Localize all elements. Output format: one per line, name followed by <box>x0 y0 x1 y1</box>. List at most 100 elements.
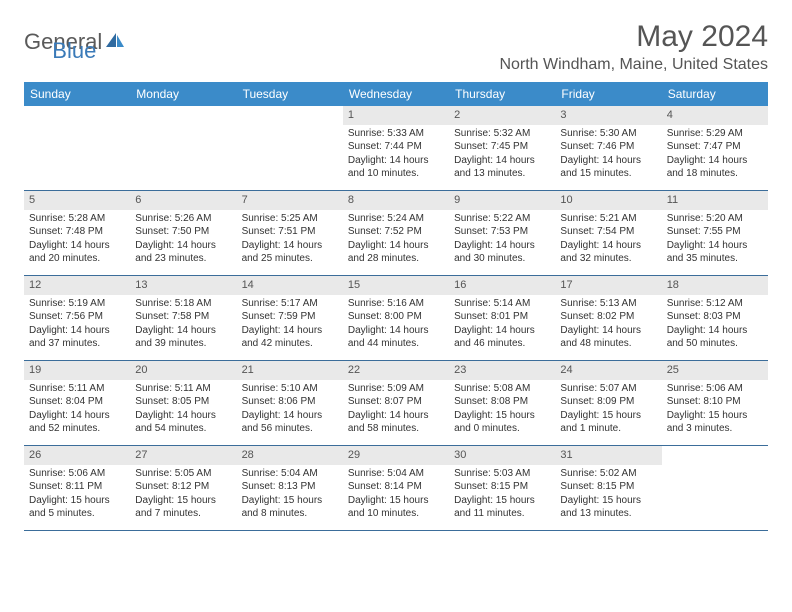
day-details: Sunrise: 5:13 AMSunset: 8:02 PMDaylight:… <box>560 297 656 351</box>
day-number: 2 <box>449 106 555 125</box>
day-number: 23 <box>449 361 555 380</box>
day-cell: 18 Sunrise: 5:12 AMSunset: 8:03 PMDayligh… <box>662 276 768 360</box>
brand-logo: General Blue <box>24 20 96 64</box>
sunrise-text: Sunrise: 5:11 AM <box>135 382 231 396</box>
day-cell: 25 Sunrise: 5:06 AMSunset: 8:10 PMDayligh… <box>662 361 768 445</box>
day-number: 17 <box>555 276 661 295</box>
daylight-text2: and 32 minutes. <box>560 252 656 266</box>
day-details: Sunrise: 5:29 AMSunset: 7:47 PMDaylight:… <box>667 127 763 181</box>
day-cell: 24Sunrise: 5:07 AMSunset: 8:09 PMDayligh… <box>555 361 661 445</box>
day-cell: 17 Sunrise: 5:13 AMSunset: 8:02 PMDayligh… <box>555 276 661 360</box>
weekday-monday: Monday <box>130 82 236 106</box>
sunrise-text: Sunrise: 5:09 AM <box>348 382 444 396</box>
day-number: 7 <box>237 191 343 210</box>
day-details: Sunrise: 5:20 AMSunset: 7:55 PMDaylight:… <box>667 212 763 266</box>
daylight-text2: and 44 minutes. <box>348 337 444 351</box>
day-details: Sunrise: 5:09 AMSunset: 8:07 PMDaylight:… <box>348 382 444 436</box>
day-details: Sunrise: 5:16 AMSunset: 8:00 PMDaylight:… <box>348 297 444 351</box>
daylight-text: Daylight: 15 hours <box>242 494 338 508</box>
day-cell: 16Sunrise: 5:14 AMSunset: 8:01 PMDayligh… <box>449 276 555 360</box>
day-details: Sunrise: 5:24 AMSunset: 7:52 PMDaylight:… <box>348 212 444 266</box>
location-text: North Windham, Maine, United States <box>499 56 768 74</box>
day-details: Sunrise: 5:02 AMSunset: 8:15 PMDaylight:… <box>560 467 656 521</box>
sunset-text: Sunset: 7:52 PM <box>348 225 444 239</box>
sunrise-text: Sunrise: 5:25 AM <box>242 212 338 226</box>
week-row: 1Sunrise: 5:33 AMSunset: 7:44 PMDaylight… <box>24 106 768 191</box>
sunrise-text: Sunrise: 5:02 AM <box>560 467 656 481</box>
day-details: Sunrise: 5:25 AMSunset: 7:51 PMDaylight:… <box>242 212 338 266</box>
daylight-text2: and 42 minutes. <box>242 337 338 351</box>
daylight-text2: and 13 minutes. <box>560 507 656 521</box>
day-details: Sunrise: 5:08 AMSunset: 8:08 PMDaylight:… <box>454 382 550 436</box>
day-details: Sunrise: 5:07 AMSunset: 8:09 PMDaylight:… <box>560 382 656 436</box>
daylight-text: Daylight: 14 hours <box>560 239 656 253</box>
day-number: 25 <box>662 361 768 380</box>
sunset-text: Sunset: 8:10 PM <box>667 395 763 409</box>
daylight-text2: and 8 minutes. <box>242 507 338 521</box>
week-row: 12Sunrise: 5:19 AMSunset: 7:56 PMDayligh… <box>24 276 768 361</box>
day-cell-blank <box>237 106 343 190</box>
brand-part2: Blue <box>52 38 96 63</box>
day-details: Sunrise: 5:33 AMSunset: 7:44 PMDaylight:… <box>348 127 444 181</box>
daylight-text: Daylight: 14 hours <box>135 409 231 423</box>
day-number: 10 <box>555 191 661 210</box>
daylight-text2: and 5 minutes. <box>29 507 125 521</box>
daylight-text: Daylight: 14 hours <box>135 324 231 338</box>
day-details: Sunrise: 5:04 AMSunset: 8:13 PMDaylight:… <box>242 467 338 521</box>
weekday-tuesday: Tuesday <box>237 82 343 106</box>
day-cell: 23 Sunrise: 5:08 AMSunset: 8:08 PMDayligh… <box>449 361 555 445</box>
day-details: Sunrise: 5:26 AMSunset: 7:50 PMDaylight:… <box>135 212 231 266</box>
day-cell: 12Sunrise: 5:19 AMSunset: 7:56 PMDayligh… <box>24 276 130 360</box>
day-cell: 8 Sunrise: 5:24 AMSunset: 7:52 PMDaylight… <box>343 191 449 275</box>
day-cell: 20Sunrise: 5:11 AMSunset: 8:05 PMDayligh… <box>130 361 236 445</box>
sunrise-text: Sunrise: 5:04 AM <box>242 467 338 481</box>
day-details: Sunrise: 5:30 AMSunset: 7:46 PMDaylight:… <box>560 127 656 181</box>
sunset-text: Sunset: 8:11 PM <box>29 480 125 494</box>
week-row: 26Sunrise: 5:06 AMSunset: 8:11 PMDayligh… <box>24 446 768 531</box>
sunset-text: Sunset: 7:45 PM <box>454 140 550 154</box>
sunset-text: Sunset: 7:59 PM <box>242 310 338 324</box>
day-cell: 15Sunrise: 5:16 AMSunset: 8:00 PMDayligh… <box>343 276 449 360</box>
sunset-text: Sunset: 8:15 PM <box>560 480 656 494</box>
day-details: Sunrise: 5:32 AMSunset: 7:45 PMDaylight:… <box>454 127 550 181</box>
sunset-text: Sunset: 7:54 PM <box>560 225 656 239</box>
sunset-text: Sunset: 8:01 PM <box>454 310 550 324</box>
sunset-text: Sunset: 7:48 PM <box>29 225 125 239</box>
sunrise-text: Sunrise: 5:10 AM <box>242 382 338 396</box>
daylight-text: Daylight: 14 hours <box>348 409 444 423</box>
day-details: Sunrise: 5:11 AMSunset: 8:05 PMDaylight:… <box>135 382 231 436</box>
day-cell: 10Sunrise: 5:21 AMSunset: 7:54 PMDayligh… <box>555 191 661 275</box>
daylight-text: Daylight: 14 hours <box>29 409 125 423</box>
daylight-text: Daylight: 14 hours <box>348 154 444 168</box>
daylight-text: Daylight: 14 hours <box>667 324 763 338</box>
sunrise-text: Sunrise: 5:12 AM <box>667 297 763 311</box>
sunrise-text: Sunrise: 5:13 AM <box>560 297 656 311</box>
sunrise-text: Sunrise: 5:16 AM <box>348 297 444 311</box>
sunset-text: Sunset: 8:03 PM <box>667 310 763 324</box>
day-number: 13 <box>130 276 236 295</box>
sunrise-text: Sunrise: 5:18 AM <box>135 297 231 311</box>
sunset-text: Sunset: 7:46 PM <box>560 140 656 154</box>
sunset-text: Sunset: 7:50 PM <box>135 225 231 239</box>
day-number: 8 <box>343 191 449 210</box>
sunset-text: Sunset: 8:04 PM <box>29 395 125 409</box>
sunrise-text: Sunrise: 5:30 AM <box>560 127 656 141</box>
daylight-text: Daylight: 15 hours <box>560 409 656 423</box>
day-details: Sunrise: 5:03 AMSunset: 8:15 PMDaylight:… <box>454 467 550 521</box>
sail-icon <box>104 29 126 55</box>
daylight-text: Daylight: 14 hours <box>667 154 763 168</box>
day-details: Sunrise: 5:06 AMSunset: 8:10 PMDaylight:… <box>667 382 763 436</box>
day-cell: 3Sunrise: 5:30 AMSunset: 7:46 PMDaylight… <box>555 106 661 190</box>
daylight-text2: and 39 minutes. <box>135 337 231 351</box>
day-number: 21 <box>237 361 343 380</box>
sunrise-text: Sunrise: 5:20 AM <box>667 212 763 226</box>
day-details: Sunrise: 5:19 AMSunset: 7:56 PMDaylight:… <box>29 297 125 351</box>
daylight-text2: and 48 minutes. <box>560 337 656 351</box>
day-details: Sunrise: 5:10 AMSunset: 8:06 PMDaylight:… <box>242 382 338 436</box>
weekday-sunday: Sunday <box>24 82 130 106</box>
day-number: 18 <box>662 276 768 295</box>
calendar-grid: SundayMondayTuesdayWednesdayThursdayFrid… <box>24 82 768 531</box>
sunset-text: Sunset: 8:15 PM <box>454 480 550 494</box>
sunrise-text: Sunrise: 5:06 AM <box>29 467 125 481</box>
daylight-text2: and 35 minutes. <box>667 252 763 266</box>
